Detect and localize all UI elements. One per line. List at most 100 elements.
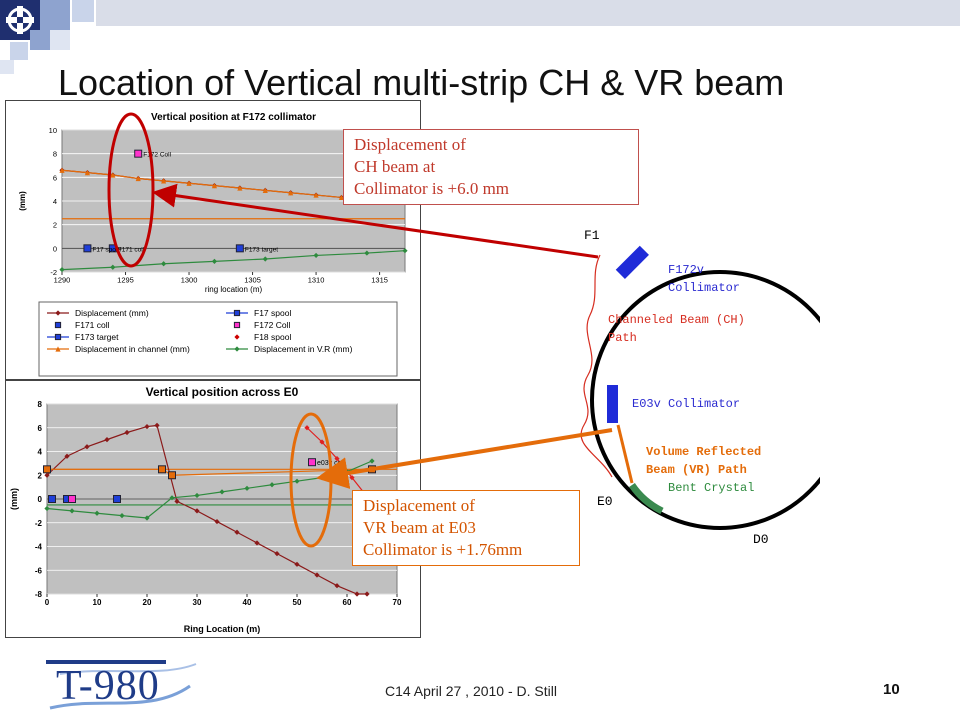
data-point	[194, 508, 200, 514]
vr-callout-line-3: Collimator is +1.76mm	[363, 540, 523, 559]
y-tick-label: 4	[38, 448, 43, 457]
f172v-label-2: Collimator	[668, 281, 740, 295]
legend-label: F173 target	[75, 332, 119, 342]
legend-swatch-marker	[54, 321, 62, 329]
x-tick-label: 50	[293, 598, 302, 607]
y-tick-label: 8	[53, 150, 57, 159]
data-point	[244, 485, 250, 491]
x-tick-label: 0	[45, 598, 50, 607]
legend-label: Displacement (mm)	[75, 308, 149, 318]
data-point	[237, 185, 243, 191]
x-tick-label: 1305	[244, 276, 261, 285]
chart-title: Vertical position at F172 collimator	[151, 112, 316, 123]
data-point	[334, 583, 340, 589]
point-label: F172 Coll	[143, 152, 171, 159]
x-tick-label: 1310	[308, 276, 325, 285]
data-point	[69, 508, 75, 514]
vr-callout-line-2: VR beam at E03	[363, 518, 476, 537]
data-point	[84, 170, 91, 176]
x-tick-label: 1290	[54, 276, 71, 285]
x-tick-label: 1300	[181, 276, 198, 285]
legend-swatch-marker	[233, 321, 241, 329]
vr-callout-line-1: Displacement of	[363, 496, 475, 515]
ring-diagram: F1 F172v Collimator Channeled Beam (CH) Path…	[580, 228, 820, 547]
legend-label: F172 Coll	[254, 320, 290, 330]
data-point	[161, 261, 167, 267]
data-point	[134, 149, 143, 158]
series	[235, 244, 244, 253]
data-point	[294, 561, 300, 567]
data-point	[211, 183, 218, 189]
legend-swatch-marker	[55, 310, 61, 316]
y-tick-label: 4	[53, 197, 57, 206]
y-tick-label: -4	[35, 543, 43, 552]
data-point	[43, 465, 51, 474]
y-tick-label: -6	[35, 566, 43, 575]
data-point	[368, 465, 376, 474]
legend-label: F18 spool	[254, 332, 291, 342]
data-point	[144, 515, 150, 521]
t980-logo: T-980	[40, 656, 200, 716]
d0-label: D0	[753, 532, 769, 547]
legend-box	[38, 301, 398, 377]
data-point	[169, 495, 175, 501]
page-number: 10	[883, 681, 900, 698]
data-point	[119, 513, 125, 519]
f172v-collimator-icon	[615, 245, 649, 279]
y-tick-label: -2	[35, 519, 43, 528]
y-tick-label: 0	[38, 495, 43, 504]
data-point	[234, 529, 240, 535]
legend-label: F17 spool	[254, 308, 291, 318]
point-label: F171 coll	[118, 246, 145, 253]
vr-path-label-1: Volume Reflected	[646, 445, 761, 459]
t980-logo-swoosh-icon	[46, 660, 197, 710]
series	[134, 149, 143, 158]
y-tick-label: -2	[50, 268, 57, 277]
series-line	[46, 424, 367, 595]
data-point	[154, 422, 160, 428]
e0-label: E0	[597, 494, 613, 509]
data-point	[44, 505, 50, 512]
f1-label: F1	[584, 228, 600, 243]
y-tick-label: 6	[53, 173, 57, 182]
data-point	[64, 453, 70, 459]
t980-logo-text: T-980	[56, 663, 160, 709]
data-point	[158, 465, 166, 474]
point-label: F173 target	[245, 246, 278, 253]
legend-swatch-marker	[54, 333, 62, 341]
y-tick-label: 8	[38, 400, 43, 409]
y-tick-label: -8	[35, 590, 43, 599]
e03v-label: E03v Collimator	[632, 397, 740, 411]
data-point	[68, 495, 76, 503]
legend-swatch-marker	[234, 334, 240, 340]
x-tick-label: 20	[143, 598, 152, 607]
data-point	[364, 591, 370, 597]
data-point	[186, 180, 192, 186]
x-axis-label: ring location (m)	[205, 285, 263, 294]
y-tick-label: 6	[38, 424, 43, 433]
bent-crystal-label: Bent Crystal	[668, 481, 754, 495]
series	[83, 244, 92, 253]
ch-callout-line-2: CH beam at	[354, 157, 436, 176]
footer-text: C14 April 27 , 2010 - D. Still	[385, 683, 557, 699]
series	[44, 422, 370, 597]
legend-swatch-marker	[234, 346, 240, 352]
x-tick-label: 40	[243, 598, 252, 607]
y-tick-label: 0	[53, 244, 57, 253]
x-tick-label: 60	[343, 598, 352, 607]
point-label: F17 spool	[92, 246, 121, 253]
data-point	[48, 495, 56, 503]
x-tick-label: 70	[393, 598, 402, 607]
data-point	[354, 591, 360, 597]
fermilab-logo-icon	[6, 6, 34, 34]
data-point	[214, 518, 220, 525]
x-tick-label: 1295	[117, 276, 134, 285]
legend-swatch-marker	[55, 346, 61, 352]
y-tick-label: 2	[53, 221, 57, 230]
x-tick-label: 1315	[371, 276, 388, 285]
series-line	[47, 468, 373, 476]
data-point	[219, 489, 225, 495]
data-point	[262, 256, 268, 262]
ch-callout-line-3: Collimator is +6.0 mm	[354, 179, 510, 198]
